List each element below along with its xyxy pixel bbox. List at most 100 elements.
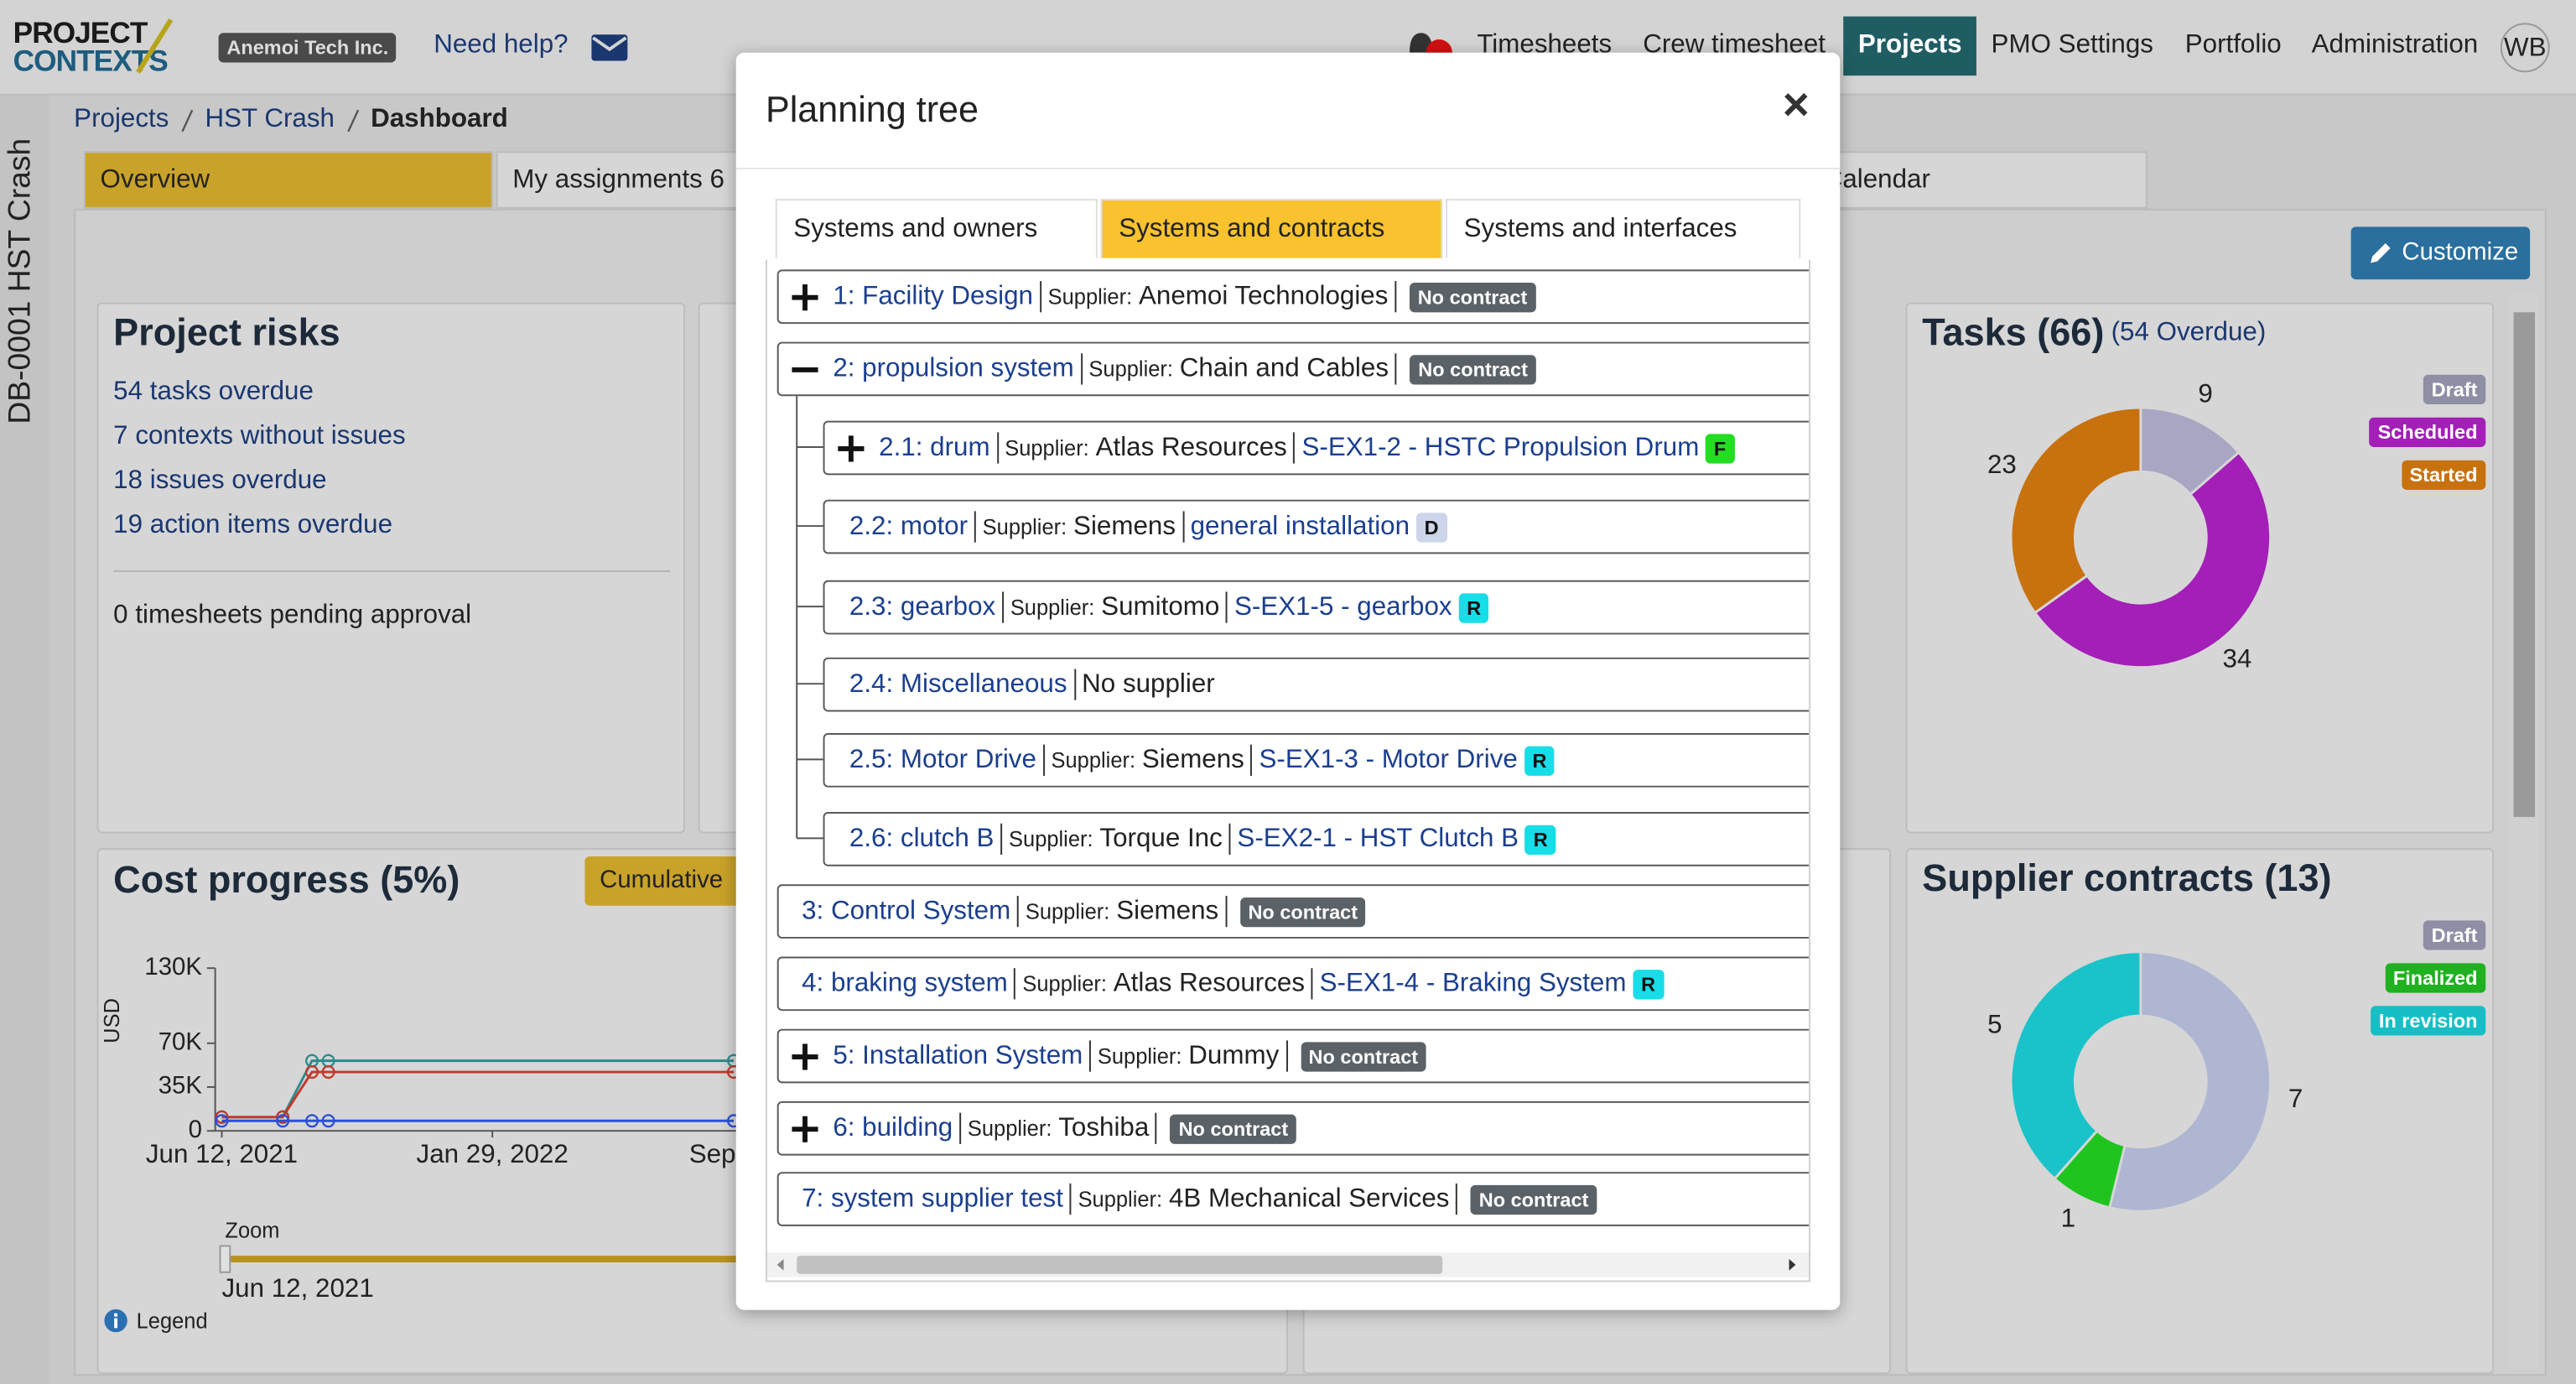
legend-toggle[interactable]: Legend: [136, 1308, 208, 1334]
slash: [346, 109, 359, 133]
node-link[interactable]: 5: Installation System: [833, 1041, 1083, 1069]
contract-link[interactable]: S-EX1-5 - gearbox: [1233, 592, 1452, 621]
slice-label: 1: [2061, 1204, 2075, 1233]
expand-icon[interactable]: [792, 1115, 818, 1142]
mode-button[interactable]: Cumulative: [584, 856, 766, 906]
node-link[interactable]: 4: braking system: [802, 969, 1008, 997]
separator: [1182, 511, 1184, 543]
contract-link[interactable]: S-EX1-4 - Braking System: [1319, 969, 1627, 997]
supplier-prefix: Supplier:: [967, 1116, 1052, 1141]
node-link[interactable]: 2.3: gearbox: [849, 592, 996, 621]
contract-link[interactable]: S-EX1-2 - HSTC Propulsion Drum: [1301, 433, 1700, 461]
customize-button[interactable]: Customize: [2350, 226, 2531, 280]
collapse-icon[interactable]: [792, 356, 818, 382]
separator: [1285, 1040, 1288, 1072]
risk-link[interactable]: 18 issues overdue: [113, 466, 327, 495]
node-link[interactable]: 7: system supplier test: [802, 1184, 1063, 1213]
dashboard-tab[interactable]: Overview: [83, 151, 493, 209]
legend-badge[interactable]: Finalized: [2385, 963, 2486, 993]
scroll-arrows[interactable]: [767, 1252, 1809, 1277]
slice-label: 7: [2288, 1084, 2303, 1113]
node-link[interactable]: 2.5: Motor Drive: [849, 745, 1036, 773]
legend-badge[interactable]: Draft: [2423, 920, 2486, 950]
user-avatar[interactable]: WB: [2500, 23, 2550, 73]
supplier-name: No supplier: [1082, 669, 1215, 698]
icon-bar: [792, 366, 818, 372]
risk-link[interactable]: 7 contexts without issues: [113, 422, 406, 450]
legend-badge[interactable]: Started: [2401, 460, 2486, 490]
bell: [1409, 33, 1433, 53]
modal-tab[interactable]: Systems and owners: [775, 199, 1098, 258]
tree-row: 2.2: motor Supplier: Siemens general instal…: [823, 499, 1810, 554]
zoom-label: Zoom: [225, 1218, 280, 1243]
node-link[interactable]: 2.4: Miscellaneous: [849, 669, 1067, 698]
contract-link[interactable]: S-EX1-3 - Motor Drive: [1259, 745, 1518, 773]
donut-slice: [2009, 950, 2142, 1181]
info-icon: [104, 1309, 127, 1333]
company-badge: Anemoi Tech Inc.: [218, 33, 397, 63]
breadcrumb-item[interactable]: HST Crash: [205, 105, 335, 133]
icon-bar: [848, 434, 854, 461]
icon-bar: [802, 1043, 808, 1069]
supplier-name: Anemoi Technologies: [1139, 282, 1389, 310]
no-contract-badge: No contract: [1409, 282, 1536, 312]
supplier-prefix: Supplier:: [1005, 435, 1089, 460]
node-link[interactable]: 6: building: [833, 1113, 953, 1142]
tree-row: 1: Facility Design Supplier: Anemoi Techno…: [776, 269, 1810, 325]
series-point: [215, 1110, 229, 1124]
nav-item[interactable]: Administration: [2311, 31, 2479, 60]
tree-row: 3: Control System Supplier: Siemens No cont…: [776, 884, 1810, 939]
legend-badge[interactable]: Draft: [2423, 374, 2486, 405]
nav-item[interactable]: Projects: [1843, 16, 1977, 76]
modal-tab[interactable]: Systems and interfaces: [1446, 199, 1801, 258]
separator: [996, 432, 999, 464]
separator: [1042, 744, 1045, 776]
separator: [1226, 591, 1228, 623]
dashboard-tab[interactable]: My assignments 6: [496, 151, 760, 209]
help-link[interactable]: Need help?: [434, 31, 569, 60]
node-link[interactable]: 1: Facility Design: [833, 282, 1034, 310]
node-link[interactable]: 2.1: drum: [879, 433, 990, 461]
icon-bar: [802, 284, 808, 310]
modal-tab[interactable]: Systems and contracts: [1100, 199, 1443, 258]
status-badge: F: [1706, 433, 1735, 463]
slice-label: 5: [1987, 1010, 2002, 1039]
separator: [1069, 1183, 1072, 1215]
contract-link[interactable]: general installation: [1190, 512, 1410, 540]
expand-icon[interactable]: [792, 1043, 818, 1069]
scroll-thumb[interactable]: [2513, 312, 2536, 817]
node-link[interactable]: 3: Control System: [802, 896, 1011, 925]
breadcrumb-item[interactable]: Projects: [74, 105, 169, 133]
separator: [1311, 968, 1313, 1000]
expand-icon[interactable]: [792, 284, 818, 310]
close-button[interactable]: ×: [1782, 79, 1810, 130]
dashboard-tab[interactable]: Calendar: [1804, 151, 2148, 209]
nav-item[interactable]: PMO Settings: [1991, 31, 2153, 60]
nav-item[interactable]: Portfolio: [2184, 31, 2282, 60]
contract-link[interactable]: S-EX2-1 - HST Clutch B: [1237, 824, 1519, 853]
expand-icon[interactable]: [838, 434, 865, 461]
legend-badge[interactable]: Scheduled: [2369, 417, 2486, 448]
node-link[interactable]: 2.6: clutch B: [849, 824, 995, 853]
risks-panel: [96, 302, 685, 834]
tree-scrollbar[interactable]: [766, 1252, 1810, 1277]
breadcrumb-separator: [346, 109, 359, 133]
no-contract-badge: No contract: [1410, 354, 1536, 384]
node-link[interactable]: 2.2: motor: [849, 512, 969, 540]
overdue-link[interactable]: (54 Overdue): [2111, 319, 2267, 347]
logo-stroke: [136, 18, 174, 74]
mail-icon[interactable]: [591, 34, 628, 61]
risk-link[interactable]: 54 tasks overdue: [113, 377, 314, 407]
scroll-thumb[interactable]: [797, 1256, 1443, 1274]
breadcrumb: Projects HST Crash Dashboard: [74, 105, 508, 134]
logo-top: PROJECT: [13, 16, 148, 49]
series-point: [276, 1114, 290, 1128]
risk-link[interactable]: 19 action items overdue: [113, 511, 393, 539]
arrow-right: [1789, 1259, 1796, 1271]
y-axis-label: USD: [101, 998, 124, 1043]
y-tick-label: 130K: [144, 953, 202, 981]
series-line: [221, 1059, 734, 1119]
node-link[interactable]: 2: propulsion system: [833, 354, 1074, 382]
legend-badge[interactable]: In revision: [2371, 1006, 2486, 1036]
